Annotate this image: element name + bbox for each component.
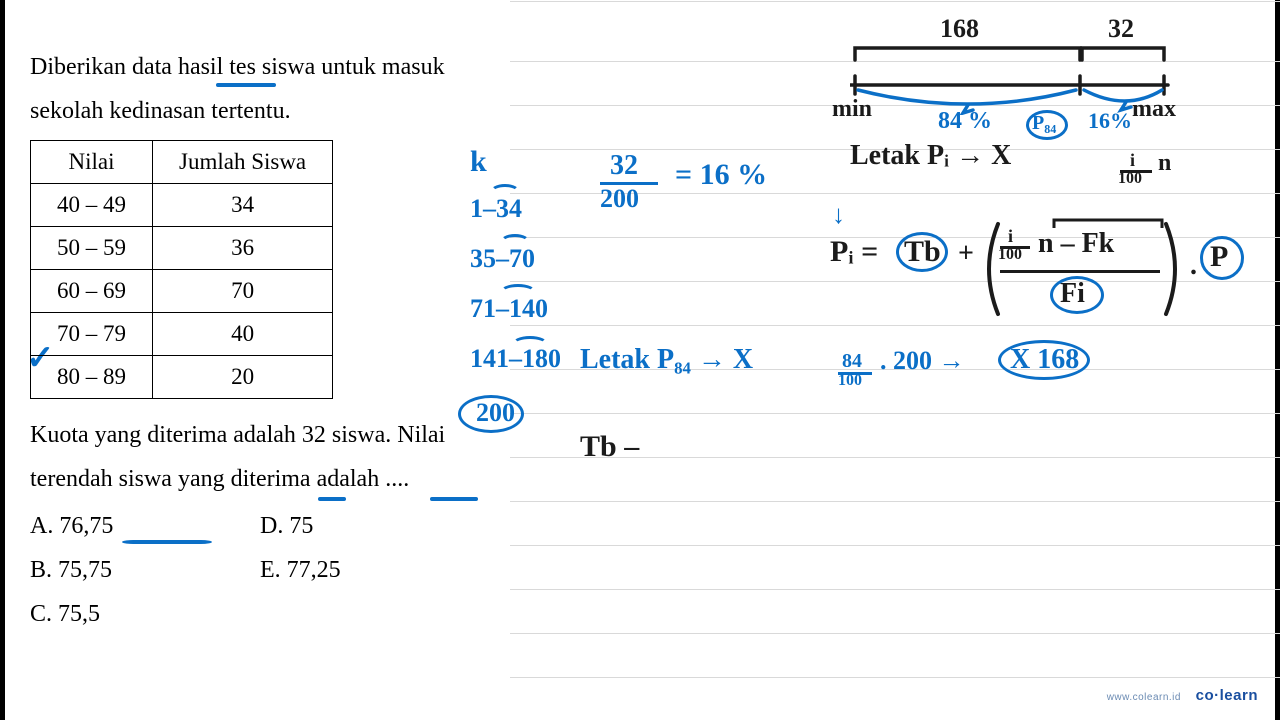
table-row: 40 – 4934: [31, 183, 333, 226]
table-row: 60 – 6970: [31, 269, 333, 312]
table-header-nilai: Nilai: [31, 140, 153, 183]
hw-letak-p84: Letak P₈₄ → X: [580, 344, 753, 376]
hw-32: 32: [1108, 14, 1134, 44]
option-a: A. 76,75: [30, 504, 260, 548]
hw-frac-rest: n – Fk: [1038, 228, 1114, 260]
circle-icon: [1026, 110, 1068, 140]
hw-84pct: 84 %: [938, 108, 992, 135]
circle-icon: [1050, 276, 1104, 314]
hw-100b: 100: [838, 372, 862, 390]
hw-dot: .: [1190, 250, 1197, 282]
down-arrow-icon: ↓: [832, 200, 845, 230]
hw-16pct: 16%: [1088, 108, 1132, 134]
hw-max: max: [1132, 96, 1176, 123]
arc-icon: [500, 234, 530, 250]
question-text: Kuota yang diterima adalah 32 siswa. Nil…: [30, 413, 500, 502]
circle-icon: [1200, 236, 1244, 280]
problem-panel: Diberikan data hasil tes siswa untuk mas…: [30, 45, 500, 637]
table-row: 50 – 5936: [31, 226, 333, 269]
footer-brand: www.colearn.id co·learn: [1107, 687, 1258, 704]
arc-icon: [500, 284, 536, 300]
question-line2: terendah siswa yang diterima adalah ....: [30, 466, 409, 492]
hw-frac-100: 100: [998, 246, 1022, 264]
problem-text: Diberikan data hasil tes siswa untuk mas…: [30, 45, 500, 134]
hw-200arrow: . 200 →: [880, 346, 965, 376]
answer-options: A. 76,75 D. 75 B. 75,75 E. 77,25 C. 75,5: [30, 504, 500, 637]
table-header-jumlah: Jumlah Siswa: [153, 140, 333, 183]
problem-line2: sekolah kedinasan tertentu.: [30, 98, 291, 124]
bracket-small-icon: [1050, 216, 1168, 230]
table-row: 80 – 8920: [31, 355, 333, 398]
hw-frac200: 200: [600, 184, 639, 214]
hw-168: 168: [940, 14, 979, 44]
hw-84: 84: [842, 350, 862, 373]
footer-logo: co·learn: [1196, 687, 1258, 704]
hw-formula-plus: +: [958, 238, 974, 270]
hw-letak-i: i: [1130, 150, 1135, 171]
problem-line1: Diberikan data hasil tes siswa untuk mas…: [30, 54, 445, 80]
hw-letak-n: n: [1158, 150, 1171, 177]
arc-icon: [512, 336, 548, 352]
bracket-icon: [850, 40, 1180, 115]
option-d: D. 75: [260, 504, 460, 548]
hw-letak-pi: Letak Pᵢ → X: [850, 140, 1011, 172]
circle-icon: [998, 340, 1090, 380]
question-line1: Kuota yang diterima adalah 32 siswa. Nil…: [30, 422, 445, 448]
hw-formula-pi: Pᵢ =: [830, 235, 878, 269]
option-e: E. 77,25: [260, 548, 460, 592]
hw-frac32: 32: [610, 150, 638, 182]
table-row: 70 – 7940: [31, 312, 333, 355]
footer-url: www.colearn.id: [1107, 692, 1181, 703]
data-table: Nilai Jumlah Siswa 40 – 4934 50 – 5936 6…: [30, 140, 333, 399]
hw-frac-i: i: [1008, 226, 1013, 247]
circle-icon: [896, 232, 948, 272]
hw-min: min: [832, 96, 872, 123]
hw-letak-100: 100: [1118, 170, 1142, 188]
hw-tb: Tb –: [580, 430, 639, 464]
option-c: C. 75,5: [30, 592, 260, 636]
option-b: B. 75,75: [30, 548, 260, 592]
hw-eq16: = 16 %: [675, 158, 767, 192]
